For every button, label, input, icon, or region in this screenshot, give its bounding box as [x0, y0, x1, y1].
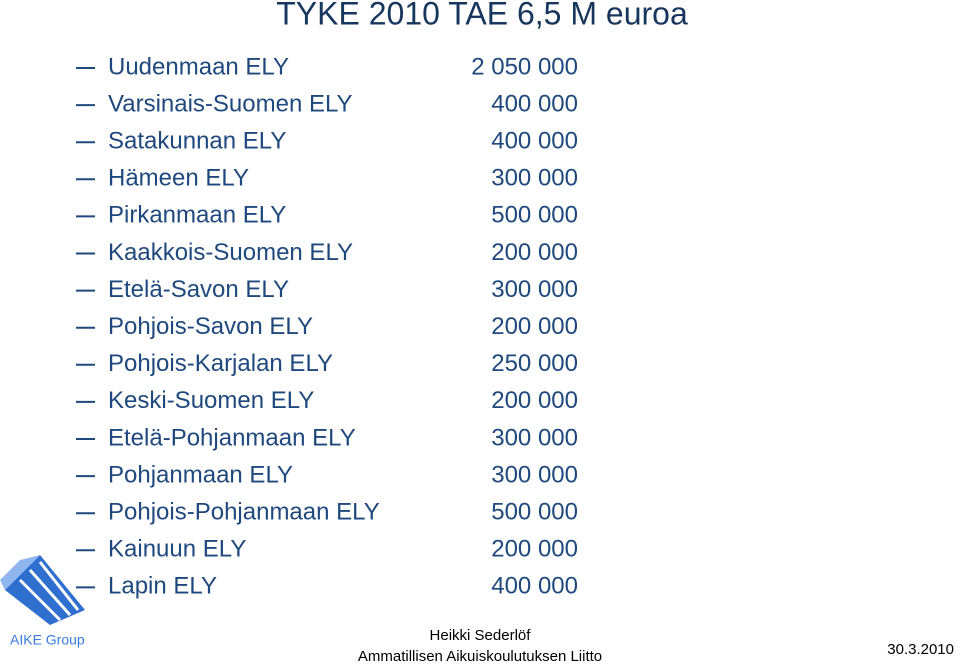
amount: 200 000: [491, 387, 578, 414]
region-name: Keski-Suomen ELY: [108, 387, 314, 414]
amount: 400 000: [491, 573, 578, 600]
logo-stripe: [38, 561, 80, 611]
region-name: Hämeen ELY: [108, 165, 249, 192]
logo-shape: [0, 555, 40, 590]
amount: 300 000: [491, 276, 578, 303]
region-name: Lapin ELY: [108, 573, 217, 600]
amount: 200 000: [491, 239, 578, 266]
region-name: Uudenmaan ELY: [108, 53, 289, 80]
amount: 400 000: [491, 90, 578, 117]
region-name: Etelä-Savon ELY: [108, 276, 289, 303]
footer-organization: Ammatillisen Aikuiskoulutuksen Liitto: [358, 648, 602, 665]
amount: 300 000: [491, 461, 578, 488]
amount: 250 000: [491, 350, 578, 377]
amount: 300 000: [491, 165, 578, 192]
region-name: Etelä-Pohjanmaan ELY: [108, 424, 356, 451]
logo-stripe: [28, 569, 72, 616]
region-name: Pohjois-Savon ELY: [108, 313, 313, 340]
region-name: Pohjanmaan ELY: [108, 461, 293, 488]
amount: 2 050 000: [471, 53, 578, 80]
slide-title: TYKE 2010 TAE 6,5 M euroa: [276, 0, 688, 31]
logo-text: AIKE Group: [10, 632, 85, 648]
region-name: Varsinais-Suomen ELY: [108, 90, 353, 117]
logo-stripe: [18, 578, 62, 622]
amount: 200 000: [491, 313, 578, 340]
region-name: Pohjois-Karjalan ELY: [108, 350, 333, 377]
footer-date: 30.3.2010: [887, 641, 954, 658]
region-name: Satakunnan ELY: [108, 128, 286, 155]
amount: 500 000: [491, 202, 578, 229]
amount: 500 000: [491, 499, 578, 526]
region-name: Kaakkois-Suomen ELY: [108, 239, 353, 266]
region-name: Pirkanmaan ELY: [108, 202, 286, 229]
logo: [0, 555, 85, 625]
amount: 400 000: [491, 128, 578, 155]
footer-author: Heikki Sederlöf: [430, 627, 532, 644]
amount: 300 000: [491, 424, 578, 451]
region-name: Pohjois-Pohjanmaan ELY: [108, 499, 380, 526]
amount: 200 000: [491, 536, 578, 563]
region-name: Kainuun ELY: [108, 536, 246, 563]
